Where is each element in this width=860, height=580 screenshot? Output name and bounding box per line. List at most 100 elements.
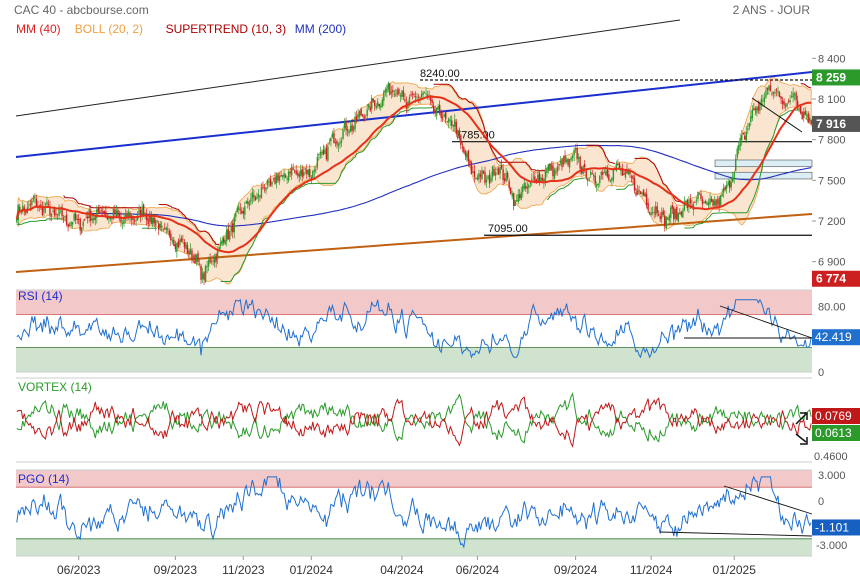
candle-body [722,187,725,193]
candle-body [608,174,610,181]
candle [438,100,441,116]
candle-body [150,213,152,224]
candle [212,255,214,266]
candle [229,230,231,243]
candle-body [680,211,683,216]
candle [300,164,302,180]
candle-body [342,129,344,139]
candle-body [540,177,542,182]
candle-body [230,225,232,232]
candle [747,123,749,135]
candle [46,196,48,207]
candle [423,91,426,94]
legend-entry: BOLL (20, 2) [75,22,143,36]
candle [709,193,711,207]
candle [247,197,249,209]
candle [721,188,723,197]
candle-body [662,210,664,215]
candle-body [173,239,175,246]
candle [201,267,204,284]
candle-body [374,100,376,107]
price-tag-label: 8 259 [816,70,846,84]
candle-body [171,240,174,242]
candle-body [775,89,778,91]
candle-body [529,182,532,184]
pgo-tick-label: 0 [818,496,824,508]
candle-body [64,215,66,218]
candle [522,184,524,198]
candle-body [810,120,812,124]
candle-body [148,214,151,222]
candle [352,125,355,134]
candle [138,204,140,214]
candle-body [559,160,562,164]
candle [378,103,380,110]
candle [147,216,149,230]
rsi-overbought-zone [16,290,812,315]
candle-body [142,204,145,216]
legend-entry: MM (40) [16,22,61,36]
candle-body [438,104,441,114]
candle-body [392,89,394,93]
candle [778,90,781,98]
candle-body [562,156,565,165]
candle-body [65,214,68,225]
candle [327,142,329,163]
candle-body [200,265,202,280]
candle-body [594,175,596,184]
candle [446,120,448,124]
candle [698,192,701,195]
candle-body [239,208,241,210]
candle [426,90,429,100]
candle-body [677,213,680,222]
x-tick-label: 09/2023 [154,563,198,577]
candle [496,166,498,175]
candle-body [432,105,435,113]
candle [361,113,364,118]
candle [633,174,636,194]
candle [374,100,376,111]
rsi-tick-label: 0 [818,367,824,379]
candle [525,182,527,192]
candle [497,166,500,175]
candle-body [786,102,788,106]
candle [339,137,341,149]
candle [722,183,725,198]
candle [738,141,740,154]
candle [748,122,751,131]
candle-body [716,199,719,205]
candle-body [457,130,459,136]
candle [102,205,104,217]
candle [56,213,59,221]
candle-body [316,157,319,168]
candle [74,210,77,225]
candle [316,152,319,170]
candle [540,174,542,183]
candle-body [207,260,210,267]
supertrend-segment [634,157,683,203]
candle [76,214,78,224]
candle [411,91,414,100]
candle-body [417,96,420,98]
x-tick-label: 01/2024 [290,563,334,577]
candle [358,110,361,122]
candle [736,145,738,160]
candle-body [651,212,654,214]
candle-body [411,93,414,95]
candle-body [224,240,226,245]
candle [159,220,161,232]
candle-body [802,111,805,118]
candle-body [105,211,107,217]
candle [541,174,544,182]
candle-body [727,181,729,185]
candle-body [642,189,645,196]
candle-body [573,149,575,156]
candle [562,155,565,167]
candle [671,202,673,215]
candle-body [561,159,563,168]
candle [485,174,488,188]
candle [478,169,480,184]
candle [674,208,677,223]
candle [809,114,811,124]
candle-body [798,107,800,109]
